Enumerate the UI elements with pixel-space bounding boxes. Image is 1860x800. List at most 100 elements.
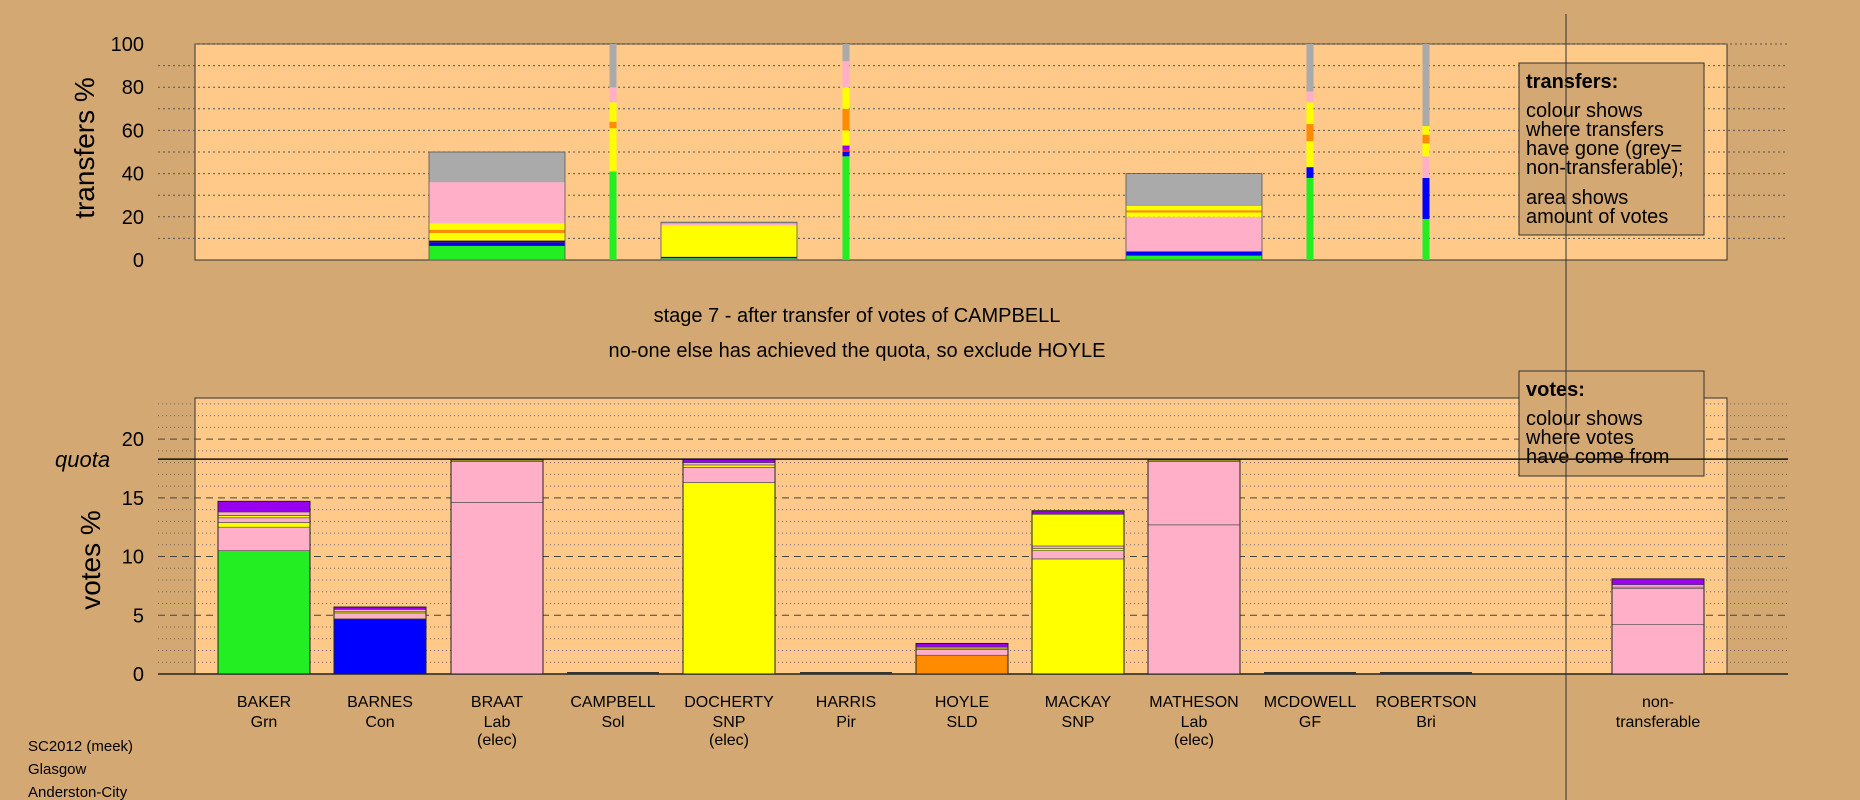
transfer-segment [842,108,850,131]
transfer-segment [429,229,565,233]
transfer-bar-matheson [1125,173,1263,261]
transfer-segment [429,245,565,260]
candidate-party: SLD [946,714,977,731]
vote-bar-docherty [682,458,776,675]
vote-bar-baker [217,500,311,675]
vote-segment [1611,587,1705,625]
transfer-segment [1306,91,1314,103]
transfer-bar-outline [428,151,566,261]
transfer-segment [842,156,850,260]
vote-segment [333,618,427,675]
vote-segment [1147,461,1241,526]
transfer-segment [1126,255,1262,260]
vote-segment [1031,545,1125,549]
transfer-bar-campbell [609,44,617,260]
transfer-segment [609,121,617,129]
votes-legend-title: votes: [1526,379,1585,401]
vote-bar-braat [450,458,544,675]
transfer-segment [1422,143,1430,157]
vote-bar-outline [217,500,311,675]
transfer-segment [609,87,617,103]
transfer-segment [609,128,617,172]
candidate-name: HARRIS [816,694,876,711]
vote-segment [682,482,776,675]
vote-segment [1611,584,1705,588]
vote-segment [682,466,776,483]
vote-bar-outline [333,606,427,675]
transfers-legend-title: transfers: [1526,71,1618,93]
candidate-label-matheson: MATHESON Lab(elec) [1149,694,1238,749]
votes-legend-line: colour shows [1526,408,1643,430]
transfer-segment [1126,251,1262,256]
candidate-name: BAKER [237,694,291,711]
transfer-segment [1126,173,1262,206]
transfer-segment [1306,44,1314,92]
votes-y-tick-label: 5 [133,605,144,627]
quota-label: quota [55,447,110,472]
transfer-segment [1306,167,1314,178]
vote-segment [915,643,1009,648]
transfer-segment [842,61,850,88]
transfers-legend-line: non-transferable); [1526,157,1684,179]
transfer-bar-harris [842,44,850,260]
candidate-name: ROBERTSON [1375,694,1476,711]
transfer-segment [429,233,565,241]
transfer-bar-docherty [660,221,798,261]
candidate-label-mcdowell: MCDOWELL GF [1264,694,1357,731]
vote-segment [450,461,544,503]
transfers-legend-line: where transfers [1525,119,1664,141]
candidate-name: BRAAT [471,694,523,711]
transfer-segment [609,102,617,122]
votes-panel: 0 5 10 15 20 [122,397,1788,686]
transfers-y-axis-label: transfers % [69,77,100,219]
vote-segment [217,511,311,516]
nontransferable-label: non- [1642,694,1674,711]
nontransferable-label: transferable [1616,714,1701,731]
votes-y-tick-label: 20 [122,429,144,451]
footer-council: Glasgow [28,761,87,778]
votes-legend-line: have come from [1526,446,1669,468]
candidate-name: HOYLE [935,694,989,711]
transfer-segment [1306,102,1314,124]
vote-segment [217,517,311,523]
candidate-party: SNP [713,714,746,731]
vote-segment [217,550,311,675]
transfers-panel: 0 20 40 60 80 100 [111,34,1788,272]
candidate-name: CAMPBELL [570,694,655,711]
transfer-bar-braat [428,151,566,261]
transfer-segment [661,222,797,224]
candidate-party: Lab [484,714,511,731]
transfer-segment [661,225,797,257]
candidate-name: MATHESON [1149,694,1238,711]
candidate-label-mackay: MACKAY SNP [1045,694,1112,731]
votes-plot-area [194,397,1728,675]
transfer-segment [429,240,565,243]
votes-legend-line: where votes [1525,427,1634,449]
vote-segment [1031,510,1125,515]
transfer-segment [429,223,565,230]
transfer-bar-outline [1125,173,1263,261]
candidate-label-barnes: BARNES Con [347,694,413,731]
vote-segment [682,464,776,468]
vote-segment [217,522,311,528]
transfer-segment [842,152,850,157]
transfers-y-tick-label: 100 [111,34,144,56]
candidate-party: Con [365,714,394,731]
candidate-label-baker: BAKER Grn [237,694,291,731]
transfer-segment [1306,141,1314,168]
transfers-legend-line: have gone (grey= [1526,138,1682,160]
vote-segment [1031,550,1125,560]
candidate-party: GF [1299,714,1321,731]
transfer-segment [1422,126,1430,135]
vote-segment [915,649,1009,656]
transfer-segment [842,145,850,150]
vote-segment [1611,624,1705,675]
vote-segment [217,501,311,513]
transfers-y-tick-label: 80 [122,77,144,99]
candidate-party: Bri [1416,714,1436,731]
transfer-segment [1126,206,1262,211]
transfers-legend-line: colour shows [1526,100,1643,122]
candidate-elected: (elec) [709,732,749,749]
